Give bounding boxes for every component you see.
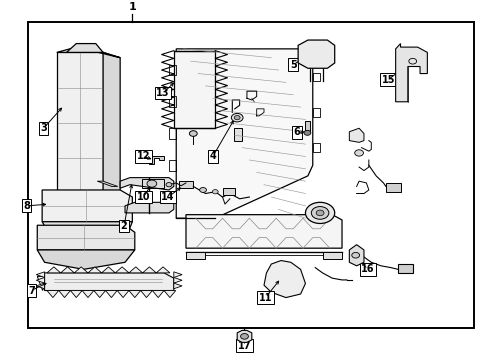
Polygon shape [37, 276, 165, 291]
Polygon shape [97, 181, 118, 186]
Polygon shape [152, 291, 163, 298]
Polygon shape [348, 245, 363, 266]
Circle shape [305, 202, 334, 224]
Text: 12: 12 [137, 152, 150, 162]
Text: 8: 8 [23, 201, 30, 211]
Circle shape [311, 207, 328, 219]
Circle shape [147, 180, 157, 187]
Polygon shape [233, 128, 241, 141]
Polygon shape [185, 215, 341, 248]
Circle shape [304, 130, 310, 135]
Circle shape [212, 190, 218, 194]
Polygon shape [37, 250, 135, 269]
Polygon shape [115, 267, 129, 273]
Polygon shape [173, 272, 182, 278]
Text: 6: 6 [293, 127, 300, 138]
Polygon shape [142, 267, 156, 273]
Text: 10: 10 [137, 192, 150, 202]
Polygon shape [163, 291, 175, 298]
Polygon shape [88, 267, 102, 273]
Polygon shape [103, 53, 120, 197]
Polygon shape [117, 291, 129, 298]
Polygon shape [57, 47, 120, 58]
Text: 9: 9 [320, 208, 326, 218]
Polygon shape [129, 291, 141, 298]
Polygon shape [298, 40, 334, 68]
Polygon shape [185, 252, 205, 259]
Polygon shape [176, 49, 312, 218]
Polygon shape [397, 264, 412, 273]
Polygon shape [47, 291, 59, 298]
Circle shape [351, 252, 359, 258]
Polygon shape [82, 291, 94, 298]
Circle shape [316, 210, 324, 216]
Polygon shape [66, 44, 103, 53]
Polygon shape [102, 267, 115, 273]
Text: 1: 1 [128, 2, 136, 12]
Polygon shape [173, 278, 182, 283]
Polygon shape [42, 190, 132, 222]
Circle shape [199, 188, 206, 193]
Circle shape [189, 131, 197, 136]
Polygon shape [94, 291, 105, 298]
Circle shape [240, 334, 248, 339]
Text: 7: 7 [28, 285, 35, 296]
Polygon shape [42, 222, 132, 241]
Text: 13: 13 [156, 88, 169, 98]
Polygon shape [173, 283, 182, 289]
Polygon shape [264, 261, 305, 298]
Polygon shape [36, 278, 44, 283]
Circle shape [354, 150, 363, 156]
Circle shape [165, 183, 171, 187]
Text: 4: 4 [209, 152, 216, 162]
Polygon shape [173, 51, 215, 128]
Polygon shape [36, 272, 44, 278]
Polygon shape [149, 157, 163, 163]
Text: 2: 2 [121, 221, 127, 231]
Polygon shape [178, 181, 193, 188]
Text: 15: 15 [381, 75, 394, 85]
Polygon shape [47, 267, 61, 273]
Text: 5: 5 [289, 60, 296, 70]
Text: 17: 17 [237, 341, 251, 351]
Polygon shape [59, 291, 70, 298]
Polygon shape [61, 267, 74, 273]
Polygon shape [348, 128, 363, 142]
Polygon shape [385, 183, 400, 192]
Polygon shape [44, 273, 173, 291]
Polygon shape [125, 202, 173, 213]
Polygon shape [105, 291, 117, 298]
Polygon shape [57, 53, 103, 192]
Text: 14: 14 [161, 192, 174, 202]
Polygon shape [305, 121, 309, 132]
Text: 11: 11 [258, 293, 272, 302]
Polygon shape [237, 330, 251, 342]
Polygon shape [36, 283, 44, 289]
Text: 3: 3 [40, 123, 47, 133]
Polygon shape [74, 267, 88, 273]
Polygon shape [70, 291, 82, 298]
Text: 16: 16 [360, 264, 374, 274]
Polygon shape [120, 177, 173, 190]
Polygon shape [37, 225, 135, 250]
Polygon shape [222, 188, 234, 195]
Polygon shape [156, 267, 169, 273]
Polygon shape [129, 267, 142, 273]
Circle shape [231, 113, 243, 122]
Polygon shape [395, 44, 427, 102]
Circle shape [234, 116, 240, 120]
Polygon shape [322, 252, 341, 259]
Bar [27, 22, 473, 328]
Polygon shape [141, 291, 152, 298]
